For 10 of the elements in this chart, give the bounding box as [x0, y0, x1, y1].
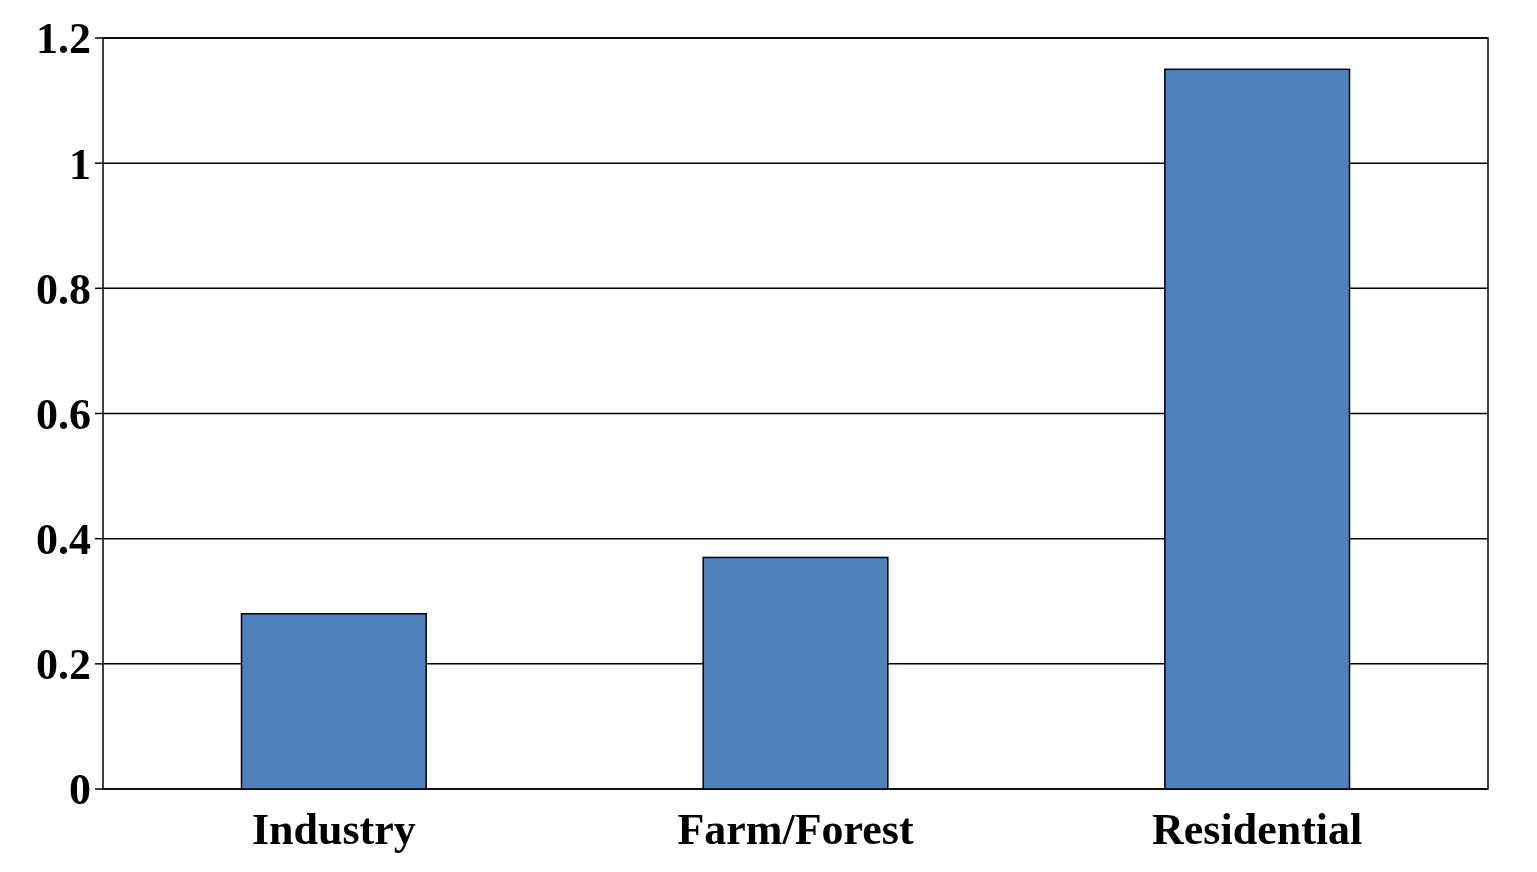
- y-tick-label: 0.4: [36, 515, 91, 565]
- x-tick-label: Industry: [251, 805, 416, 854]
- y-tick-label: 0.8: [36, 264, 91, 314]
- x-tick-label: Residential: [1152, 805, 1363, 854]
- y-tick-label: 0.6: [36, 389, 91, 439]
- y-tick-label: 1.2: [36, 14, 91, 64]
- y-tick-label: 0: [69, 765, 91, 815]
- y-tick-label: 0.2: [36, 640, 91, 690]
- x-tick-label: Farm/Forest: [677, 805, 914, 854]
- y-tick-label: 1: [69, 139, 91, 189]
